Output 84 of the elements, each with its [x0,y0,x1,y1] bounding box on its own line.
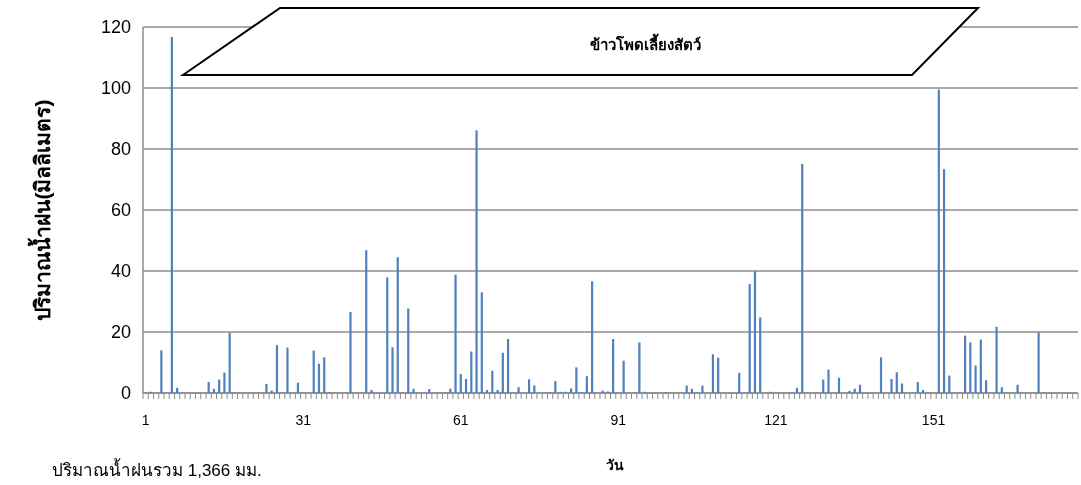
bar [969,342,972,393]
y-tick-label: 60 [110,200,131,220]
bar [527,379,531,393]
bar [470,351,473,393]
bar [496,389,499,393]
bar [748,284,751,393]
y-tick-label: 40 [110,261,131,281]
bar [591,281,594,393]
bar [575,367,578,393]
bar [365,250,368,393]
bar [612,339,615,393]
bar [711,354,715,393]
bar [459,374,462,393]
bar [517,387,520,393]
text: ข้าวโพดเลี้ยงสัตว์ [589,33,701,53]
bar [974,365,977,393]
bar [349,311,352,393]
bar [701,385,704,393]
bar [265,383,268,393]
bar [570,388,573,393]
bar [622,360,625,393]
bar [879,357,883,393]
bar [995,326,998,393]
bar [275,345,279,393]
bar [286,347,289,393]
bar [407,308,410,393]
y-tick-label: 0 [120,383,131,403]
bar [638,342,641,393]
bar [370,389,373,393]
bar [228,332,231,393]
bar [223,372,226,393]
x-tick-label: 31 [295,412,312,428]
x-tick-label: 151 [921,412,946,428]
bar [176,387,179,393]
bar [848,390,851,393]
bar [759,317,762,393]
bar [1000,387,1003,393]
bar [827,369,830,393]
bar [753,271,757,393]
bar [738,372,741,393]
bar [491,370,494,393]
x-axis-title: วัน [606,457,624,473]
bar [1037,332,1040,393]
x-tick-label: 91 [610,412,627,428]
bar [454,274,457,393]
bar [801,163,804,393]
bar [890,378,893,393]
bar [895,372,898,393]
y-tick-label: 80 [110,139,131,159]
bar [396,257,399,393]
bar [963,335,967,393]
bar [317,363,321,393]
bar [979,339,982,393]
bar [1016,384,1019,393]
bar [533,385,536,393]
y-tick-label: 20 [110,322,131,342]
bar [501,352,504,393]
bar [323,357,326,393]
bar [916,382,919,393]
bar [585,376,588,393]
bar [464,378,468,393]
bar [506,339,510,393]
bar [160,350,163,393]
x-tick-label: 121 [764,412,788,428]
bar [984,380,988,393]
bar [717,357,720,393]
y-axis-title: ปริมาณน้ำฝน(มิลลิเมตร) [27,99,54,321]
bar [942,169,946,393]
text: ปริมาณน้ำฝนรวม 1,366 มม. [52,458,262,480]
bar [170,37,173,393]
bar [207,382,210,393]
y-tick-label: 120 [100,17,131,37]
y-tick-label: 100 [100,78,131,98]
bar [312,350,315,393]
bar [937,89,940,393]
bar [475,130,478,393]
x-tick-label: 1 [141,412,150,428]
x-tick-label: 61 [453,412,469,428]
bar [480,292,483,393]
bar [412,388,415,393]
bar [554,381,557,393]
bar [795,387,799,393]
bar [391,347,394,393]
bar [386,277,389,393]
